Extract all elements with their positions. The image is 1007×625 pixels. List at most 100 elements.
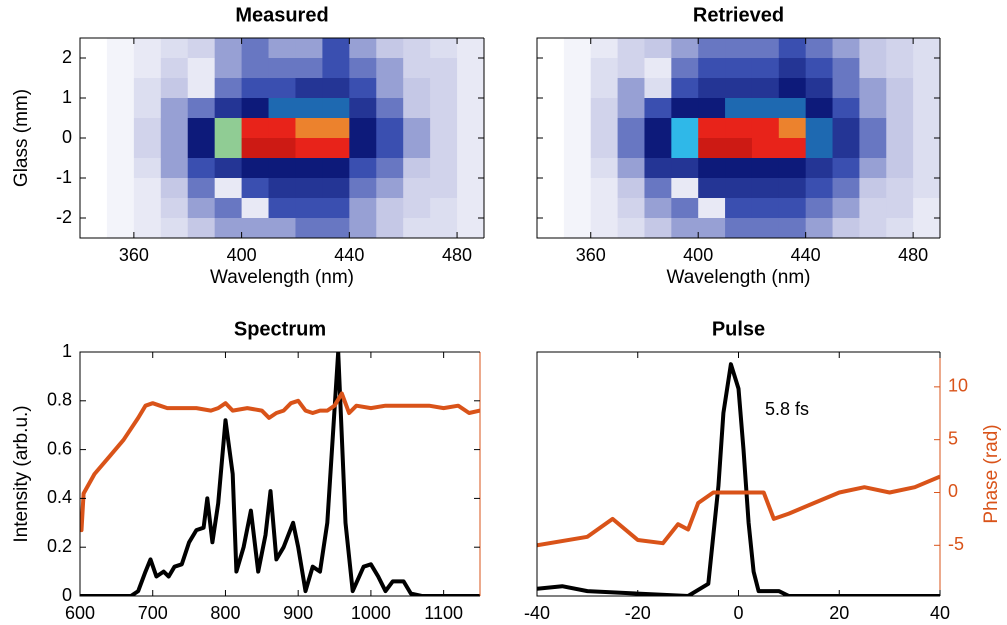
heatmap-cell [106,218,135,238]
chart-title: Pulse [712,318,765,340]
heatmap-cell [214,178,243,199]
heatmap-cell [805,58,834,79]
heatmap-cell [187,78,216,99]
heatmap-cell [403,198,431,219]
heatmap-cell [268,118,296,139]
heatmap-cell [187,218,216,238]
heatmap-cell [886,58,914,79]
heatmap-cell [563,198,592,219]
heatmap-cell [106,58,135,79]
heatmap-cell [376,218,404,238]
x-axis-label: Wavelength (nm) [667,267,811,288]
heatmap-cell [457,178,484,199]
heatmap-cell [590,138,619,159]
heatmap-cell [430,118,458,139]
x-tick-label: 20 [829,603,849,623]
heatmap-cell [430,178,458,199]
heatmap-cell [725,138,753,159]
heatmap-cell [913,198,940,219]
heatmap-cell [832,78,860,99]
heatmap-cell [537,118,565,139]
heatmap-cell [671,138,699,159]
heatmap-cell [886,158,914,179]
heatmap-cell [859,158,887,179]
heatmap-cell [886,138,914,159]
heatmap-cell [403,218,431,238]
heatmap-cell [133,198,162,219]
heatmap-cell [241,158,270,179]
heatmap-cell [644,218,672,238]
y-tick-label: 1 [62,341,72,361]
heatmap-cell [160,138,189,159]
y-tick-label: 0.2 [47,536,72,556]
heatmap-cell [322,158,350,179]
heatmap-cell [457,138,484,159]
heatmap-cell [133,158,162,179]
heatmap-cell [214,118,243,139]
heatmap-cell [322,78,350,99]
heatmap-cell [913,98,940,119]
heatmap-cell [805,98,834,119]
heatmap-cell [403,178,431,199]
heatmap-cell [778,98,807,119]
heatmap-cell [106,138,135,159]
heatmap-cell [913,158,940,179]
heatmap-cell [268,78,296,99]
heatmap-cell [457,198,484,219]
heatmap-cell [133,98,162,119]
chart-title: Measured [235,4,328,26]
heatmap-cell [590,158,619,179]
heatmap-cell [725,58,753,79]
heatmap-cell [295,98,323,119]
heatmap-cell [725,118,753,139]
heatmap-cell [805,158,834,179]
y-tick-label: 0.6 [47,438,72,458]
heatmap-cell [214,218,243,238]
heatmap-cell [403,38,431,59]
heatmap-cell [457,218,484,238]
x-tick-label: 1100 [424,603,463,623]
heatmap-cell [376,118,404,139]
heatmap-cell [403,138,431,159]
heatmap-cell [563,58,592,79]
heatmap-cell [886,178,914,199]
heatmap-cell [295,138,323,159]
heatmap-cell [457,58,484,79]
heatmap-cell [778,138,807,159]
heatmap-cell [241,38,270,59]
heatmap-cell [457,98,484,119]
heatmap-cell [241,178,270,199]
line-series [537,474,940,548]
heatmap-cell [133,218,162,238]
y-tick-label: -2 [56,207,72,227]
heatmap-cell [295,38,323,59]
heatmap-cell [563,158,592,179]
heatmap-cell [214,98,243,119]
line-series [80,352,480,596]
heatmap-cell [644,38,672,59]
heatmap-cell [644,78,672,99]
heatmap-cell [563,38,592,59]
x-tick-label: -20 [625,603,651,623]
x-tick-label: 360 [576,245,606,265]
heatmap-cell [80,78,108,99]
heatmap-cell [644,118,672,139]
heatmap-cell [537,58,565,79]
heatmap-cell [106,38,135,59]
y-tick-label: 0.8 [47,390,72,410]
heatmap-cell [832,198,860,219]
heatmap-cell [295,218,323,238]
x-tick-label: 700 [138,603,168,623]
heatmap-cell [886,198,914,219]
heatmap-cell [805,78,834,99]
heatmap-cell [617,158,645,179]
heatmap-cell [537,98,565,119]
heatmap-cell [160,218,189,238]
heatmap-cell [268,198,296,219]
heatmap-cell [725,78,753,99]
y-tick-label: 0 [62,127,72,147]
heatmap-cell [563,78,592,99]
heatmap-cell [430,78,458,99]
heatmap-cell [376,58,404,79]
heatmap-cell [80,218,108,238]
